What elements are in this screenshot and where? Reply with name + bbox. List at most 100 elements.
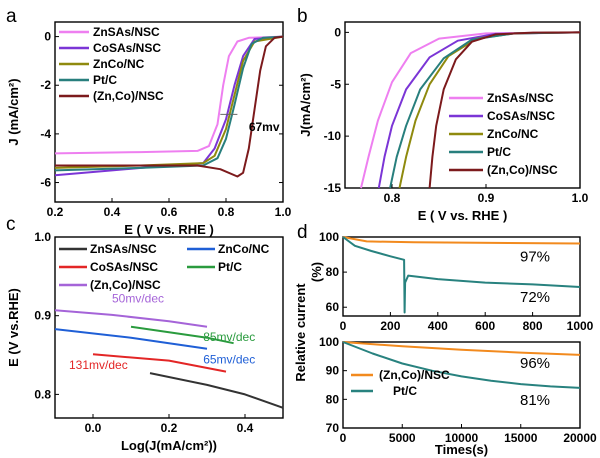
panel-d-bottom-retention-label: 81% xyxy=(520,392,550,409)
panel-b-x-tick-label: 0.9 xyxy=(478,191,495,205)
panel-c-legend-label: ZnCo/NC xyxy=(218,242,270,256)
panel-d-bottom-y-tick-label: 100 xyxy=(319,335,339,349)
panel-c-y-axis-label: E (V vs.RHE) xyxy=(6,288,21,367)
panel-a-x-tick-label: 0.2 xyxy=(47,205,64,219)
panel-b-series-znsasnsc xyxy=(360,31,581,189)
panel-d-top-x-tick-label: 200 xyxy=(380,319,400,333)
panel-d-y-axis-label: Relative current xyxy=(293,283,308,382)
panel-d-top-x-tick-label: 600 xyxy=(475,319,495,333)
panel-c-tafel-chart: 0.0 0.2 0.4 0.8 0.9 1.0 ZnSAs/NSC ZnCo/NC CoSAs/… xyxy=(6,230,284,453)
panel-d-bottom-x-tick-label: 20000 xyxy=(563,431,597,445)
panel-d-top-x-tick-label: 0 xyxy=(340,319,347,333)
panel-a-legend-label: Pt/C xyxy=(93,73,117,87)
panel-c-series-cosasnsc xyxy=(92,353,227,373)
panel-d-top-series-znconsc xyxy=(342,236,581,245)
panel-b-lsv-zoom-chart: 0.8 0.9 1.0 0 -5 -10 -15 ZnSAs/NSC CoSAs/NSC ZnCo… xyxy=(298,21,589,223)
panel-a-series-ptc xyxy=(54,35,284,172)
panel-c-slope-annotation: 85mv/dec xyxy=(203,330,255,344)
panel-c-legend-label: CoSAs/NSC xyxy=(90,260,158,274)
panel-c-x-tick-label: 0.0 xyxy=(85,421,102,435)
panel-b-y-tick-label: -5 xyxy=(330,77,341,91)
panel-d-bottom-legend-label: Pt/C xyxy=(393,384,417,398)
panel-letter-a: a xyxy=(6,6,17,27)
panel-d-bottom-x-tick-label: 15000 xyxy=(504,431,538,445)
panel-d-top-retention-label: 72% xyxy=(520,289,550,306)
panel-c-series-znconc xyxy=(54,328,208,350)
panel-letter-d: d xyxy=(297,222,308,243)
panel-b-legend-label: ZnCo/NC xyxy=(487,127,539,141)
panel-b-legend-label: CoSAs/NSC xyxy=(487,109,555,123)
panel-c-legend-label: (Zn,Co)/NSC xyxy=(90,278,161,292)
panel-d-bottom-y-tick-label: 70 xyxy=(326,421,340,435)
panel-b-y-axis-label: J(mA/cm²) xyxy=(298,73,313,137)
panel-c-y-tick-label: 1.0 xyxy=(34,230,51,244)
panel-a-x-tick-label: 0.8 xyxy=(218,205,235,219)
panel-a-legend-label: CoSAs/NSC xyxy=(93,41,161,55)
panel-c-x-tick-label: 0.4 xyxy=(237,421,254,435)
panel-a-y-tick-label: -2 xyxy=(40,78,51,92)
panel-d-y-axis-unit: (%) xyxy=(309,262,324,282)
panel-b-series-znconsc xyxy=(428,31,581,189)
panel-d-top-plot-frame xyxy=(342,236,581,317)
panel-b-x-axis-label: E ( V vs. RHE ) xyxy=(418,208,508,223)
panel-d-bottom-stability-chart: 0 5000 10000 15000 20000 100 90 80 70 (Zn,Co)/NSC… xyxy=(319,335,597,457)
panel-d-top-y-tick-label: 80 xyxy=(326,265,340,279)
panel-d-bottom-legend-label: (Zn,Co)/NSC xyxy=(379,368,450,382)
panel-c-legend-label: Pt/C xyxy=(218,260,242,274)
panel-c-series-ptc xyxy=(130,325,234,345)
panel-a-legend-label: ZnCo/NC xyxy=(93,57,145,71)
panel-c-y-tick-label: 0.8 xyxy=(34,387,51,401)
panel-d-top-y-tick-label: 100 xyxy=(319,230,339,244)
panel-letter-b: b xyxy=(297,6,308,27)
panel-b-legend-label: (Zn,Co)/NSC xyxy=(487,163,558,177)
panel-b-y-tick-label: -15 xyxy=(324,181,342,195)
panel-b-legend-label: ZnSAs/NSC xyxy=(487,91,554,105)
panel-a-lsv-chart: 0.2 0.4 0.6 0.8 1.0 0 -2 -4 -6 ZnSAs/NSC CoSAs/NSC… xyxy=(6,21,292,237)
panel-c-slope-annotation: 131mv/dec xyxy=(69,358,128,372)
panel-c-legend-label: ZnSAs/NSC xyxy=(90,242,157,256)
panel-b-legend-label: Pt/C xyxy=(487,145,511,159)
panel-d-bottom-series-ptc xyxy=(342,341,581,389)
panel-b-x-tick-label: 1.0 xyxy=(572,191,589,205)
panel-d-bottom-x-tick-label: 0 xyxy=(340,431,347,445)
panel-d-bottom-y-tick-label: 80 xyxy=(326,392,340,406)
panel-c-x-tick-label: 0.2 xyxy=(161,421,178,435)
panel-d-x-axis-label: Times(s) xyxy=(435,442,488,457)
panel-c-series-znconsc xyxy=(54,309,208,328)
panel-a-y-tick-label: 0 xyxy=(44,30,51,44)
panel-a-x-tick-label: 1.0 xyxy=(275,205,292,219)
panel-a-series-cosasnsc xyxy=(54,35,284,177)
panel-d-top-x-tick-label: 400 xyxy=(428,319,448,333)
panel-d-top-retention-label: 97% xyxy=(520,249,550,266)
panel-d-bottom-retention-label: 96% xyxy=(520,355,550,372)
panel-b-y-tick-label: -10 xyxy=(324,129,342,143)
panel-a-y-tick-label: -4 xyxy=(40,127,51,141)
panel-d-bottom-x-tick-label: 5000 xyxy=(389,431,416,445)
panel-b-series-cosasnsc xyxy=(377,31,581,189)
panel-a-series-znconsc xyxy=(55,35,284,178)
panel-c-y-tick-label: 0.9 xyxy=(34,309,51,323)
panel-a-legend-label: (Zn,Co)/NSC xyxy=(93,89,164,103)
panel-a-y-tick-label: -6 xyxy=(40,176,51,190)
panel-d-bottom-series-znconsc xyxy=(342,341,581,356)
panel-a-legend-label: ZnSAs/NSC xyxy=(93,25,160,39)
panel-b-y-tick-label: 0 xyxy=(334,25,341,39)
panel-d-top-x-tick-label: 1000 xyxy=(567,319,594,333)
panel-a-annotation: 67mv xyxy=(249,120,280,134)
panel-b-plot-frame xyxy=(344,21,581,189)
panel-letter-c: c xyxy=(6,214,16,235)
panel-d-top-y-tick-label: 60 xyxy=(326,300,340,314)
panel-d-top-x-tick-label: 800 xyxy=(523,319,543,333)
panel-c-slope-annotation: 50mv/dec xyxy=(112,291,164,305)
panel-a-x-tick-label: 0.4 xyxy=(104,205,121,219)
panel-d-bottom-x-tick-label: 10000 xyxy=(445,431,479,445)
panel-a-x-axis-label: E ( V vs. RHE ) xyxy=(124,222,214,237)
panel-c-x-axis-label: Log(J(mA/cm²)) xyxy=(121,438,217,453)
panel-b-x-tick-label: 0.8 xyxy=(384,191,401,205)
panel-a-y-axis-label: J (mA/cm²) xyxy=(6,78,21,145)
panel-c-slope-annotation: 65mv/dec xyxy=(203,353,255,367)
panel-a-x-tick-label: 0.6 xyxy=(161,205,178,219)
panel-d-top-series-ptc xyxy=(342,236,581,314)
panel-c-series-znsasnsc xyxy=(149,372,284,409)
